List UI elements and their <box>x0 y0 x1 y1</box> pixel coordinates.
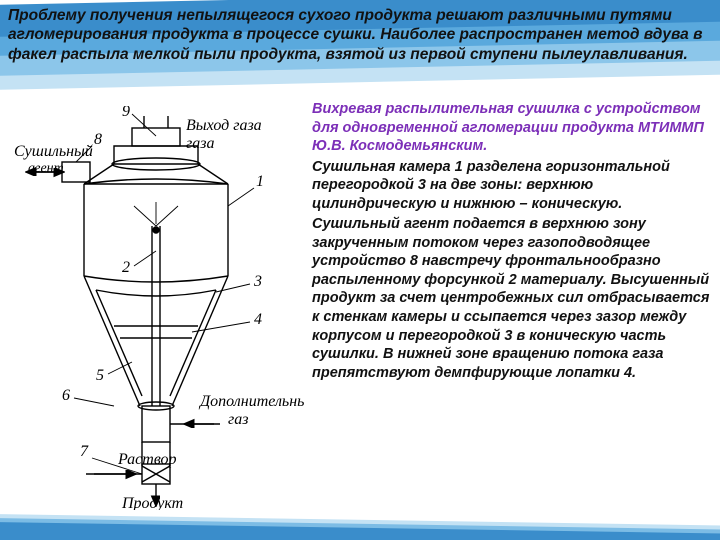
description-para-2: Сушильный агент подается в верхнюю зону … <box>312 215 710 382</box>
description-para-1: Сушильная камера 1 разделена горизонталь… <box>312 158 710 214</box>
callout-2: 2 <box>122 259 130 276</box>
callout-3: 3 <box>253 273 262 290</box>
label-gas-out: Выход газа <box>186 117 262 134</box>
apparatus-title: Вихревая распылительная сушилка с устрой… <box>312 100 710 156</box>
label-solution: Раствор <box>117 451 177 468</box>
label-drying-agent-2: агент <box>28 161 64 176</box>
callout-1: 1 <box>256 173 264 190</box>
dryer-diagram: 9 Выход газа газа 1 Сушильный агент <box>14 106 304 510</box>
callout-4: 4 <box>254 311 262 328</box>
callout-7: 7 <box>80 443 89 460</box>
label-product: Продукт <box>121 495 183 510</box>
callout-5: 5 <box>96 367 104 384</box>
slide: Проблему получения непылящегося сухого п… <box>0 0 720 540</box>
label-add-gas-2: газ <box>228 411 248 428</box>
intro-paragraph: Проблему получения непылящегося сухого п… <box>8 6 712 64</box>
label-add-gas-1: Дополнительный <box>198 393 304 410</box>
callout-8: 8 <box>94 131 102 148</box>
description-column: Вихревая распылительная сушилка с устрой… <box>312 100 710 384</box>
label-gas-out-2: газа <box>186 135 214 152</box>
callout-6: 6 <box>62 387 70 404</box>
callout-9: 9 <box>122 106 130 120</box>
